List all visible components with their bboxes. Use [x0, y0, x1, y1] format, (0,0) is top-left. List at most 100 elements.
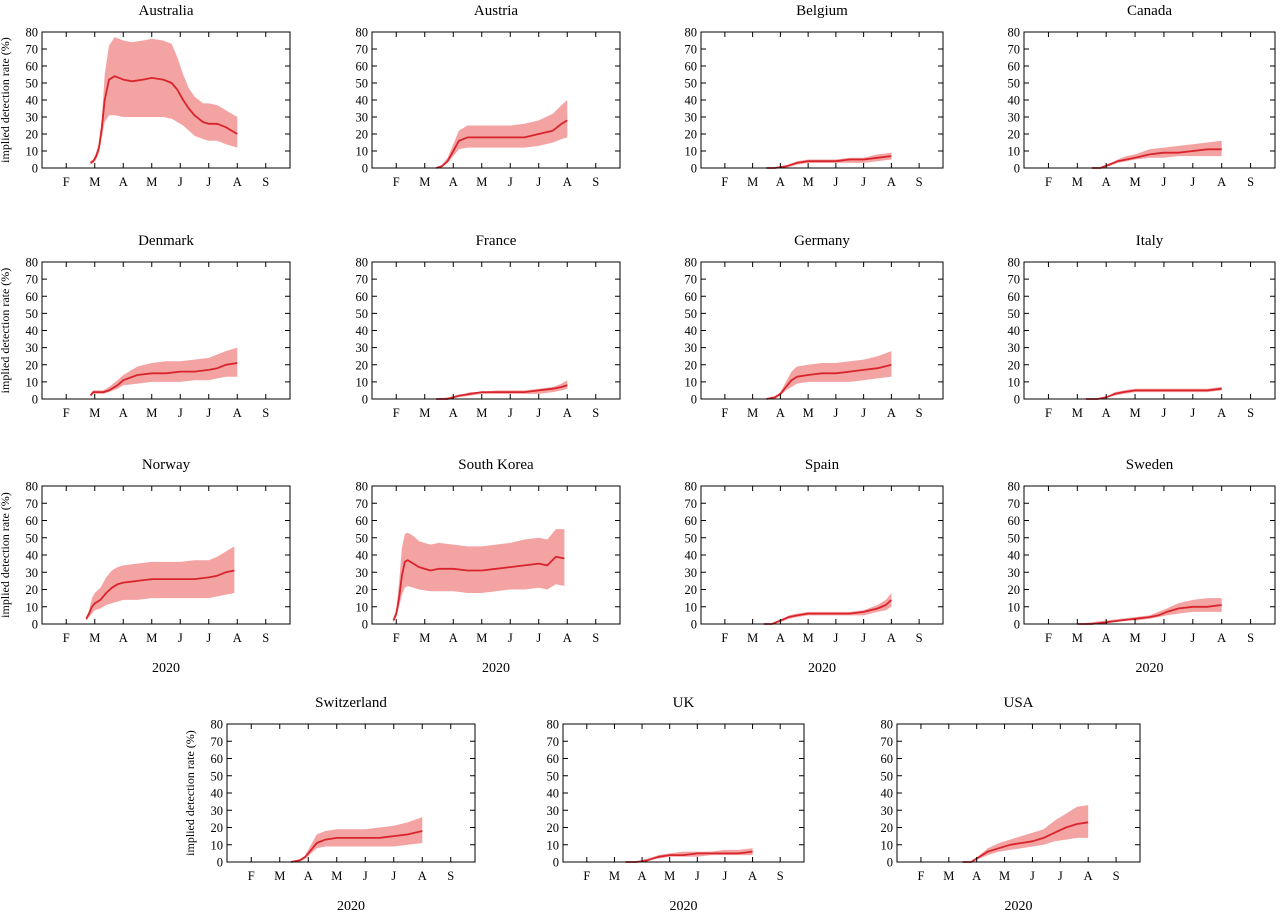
- x-tick-label: A: [776, 406, 785, 420]
- x-tick-label: M: [747, 631, 758, 645]
- chart-panel-usa: 0 10 20 30 40 50 60 70 80 F M A M J J A S USA 2020: [881, 695, 1141, 914]
- x-tick-label: J: [536, 175, 541, 189]
- y-tick-label: 50: [1008, 531, 1021, 545]
- x-tick-label: M: [146, 175, 157, 189]
- x-tick-label: F: [1045, 406, 1052, 420]
- x-tick-label: J: [1030, 869, 1035, 883]
- y-tick-label: 60: [1008, 290, 1021, 304]
- confidence-band: [291, 817, 423, 862]
- y-tick-label: 80: [547, 718, 560, 732]
- y-tick-label: 30: [1008, 341, 1021, 355]
- x-tick-label: A: [887, 175, 896, 189]
- y-tick-label: 10: [547, 838, 560, 852]
- y-tick-label: 80: [881, 718, 894, 732]
- x-tick-label: J: [391, 869, 396, 883]
- y-tick-label: 0: [32, 162, 38, 176]
- y-tick-label: 70: [26, 273, 39, 287]
- y-tick-label: 20: [685, 358, 698, 372]
- plot-frame: [700, 485, 944, 625]
- y-tick-label: 50: [1008, 307, 1021, 321]
- y-tick-label: 20: [685, 128, 698, 142]
- chart-panel-south-korea: 0 10 20 30 40 50 60 70 80 F M A M J J A S South Korea 2020: [356, 457, 621, 676]
- y-tick-label: 60: [356, 60, 369, 74]
- y-tick-label: 0: [691, 162, 697, 176]
- confidence-band: [90, 347, 238, 396]
- x-tick-label: S: [916, 406, 923, 420]
- x-tick-label: A: [449, 406, 458, 420]
- x-tick-label: S: [447, 869, 454, 883]
- y-tick-label: 40: [685, 549, 698, 563]
- x-tick-label: F: [721, 631, 728, 645]
- x-tick-label: M: [419, 406, 430, 420]
- y-tick-label: 30: [26, 111, 39, 125]
- x-tick-label: A: [748, 869, 757, 883]
- y-tick-label: 80: [685, 26, 698, 40]
- y-tick-label: 60: [685, 60, 698, 74]
- y-tick-label: 50: [26, 307, 39, 321]
- y-tick-label: 0: [217, 856, 223, 870]
- median-line: [625, 850, 753, 863]
- x-tick-label: M: [146, 406, 157, 420]
- x-tick-label: M: [943, 869, 954, 883]
- y-axis-label: implied detection rate (%): [0, 268, 12, 394]
- x-tick-label: A: [1217, 631, 1226, 645]
- x-tick-label: J: [1190, 406, 1195, 420]
- panel-title: Spain: [805, 457, 840, 473]
- x-tick-label: J: [508, 631, 513, 645]
- y-tick-label: 30: [547, 804, 560, 818]
- y-tick-label: 40: [1008, 549, 1021, 563]
- panel-title: France: [476, 233, 517, 249]
- y-tick-label: 30: [685, 341, 698, 355]
- x-tick-label: S: [1247, 406, 1254, 420]
- x-tick-label: J: [861, 631, 866, 645]
- median-line: [766, 363, 892, 400]
- x-tick-label: M: [747, 406, 758, 420]
- y-tick-label: 0: [362, 162, 368, 176]
- x-tick-label: M: [1072, 406, 1083, 420]
- x-tick-label: A: [119, 406, 128, 420]
- x-tick-label: M: [476, 175, 487, 189]
- y-tick-label: 40: [1008, 324, 1021, 338]
- confidence-band: [86, 546, 235, 621]
- y-tick-label: 0: [1014, 618, 1020, 632]
- x-tick-label: M: [89, 175, 100, 189]
- y-tick-label: 10: [356, 600, 369, 614]
- y-tick-label: 50: [356, 531, 369, 545]
- x-tick-label: J: [833, 175, 838, 189]
- y-tick-label: 60: [26, 514, 39, 528]
- y-tick-label: 20: [356, 128, 369, 142]
- plot-frame: [1023, 31, 1276, 169]
- x-tick-label: S: [777, 869, 784, 883]
- y-tick-label: 50: [356, 77, 369, 91]
- x-tick-label: J: [206, 406, 211, 420]
- median-line: [1091, 148, 1222, 169]
- x-tick-label: F: [393, 631, 400, 645]
- x-tick-label: J: [536, 406, 541, 420]
- y-tick-label: 30: [26, 566, 39, 580]
- y-tick-label: 20: [356, 358, 369, 372]
- y-tick-label: 70: [211, 735, 224, 749]
- y-tick-label: 20: [547, 821, 560, 835]
- y-tick-label: 10: [881, 838, 894, 852]
- y-tick-label: 10: [26, 600, 39, 614]
- x-tick-label: J: [508, 406, 513, 420]
- x-tick-label: M: [1130, 631, 1141, 645]
- x-tick-label: A: [449, 175, 458, 189]
- y-tick-label: 20: [1008, 128, 1021, 142]
- median-line: [90, 75, 238, 164]
- median-line: [436, 384, 568, 400]
- x-axis-label: 2020: [152, 661, 180, 676]
- x-tick-label: F: [1045, 175, 1052, 189]
- y-tick-label: 0: [691, 618, 697, 632]
- x-tick-label: M: [664, 869, 675, 883]
- y-tick-label: 60: [1008, 514, 1021, 528]
- x-tick-label: M: [274, 869, 285, 883]
- panel-title: South Korea: [458, 457, 534, 473]
- x-tick-label: F: [63, 406, 70, 420]
- x-tick-label: M: [476, 406, 487, 420]
- x-tick-label: A: [233, 406, 242, 420]
- x-tick-label: J: [833, 406, 838, 420]
- y-tick-label: 50: [1008, 77, 1021, 91]
- chart-panel-norway: 0 10 20 30 40 50 60 70 80 F M A M J J A S Norway implied d…: [0, 457, 291, 676]
